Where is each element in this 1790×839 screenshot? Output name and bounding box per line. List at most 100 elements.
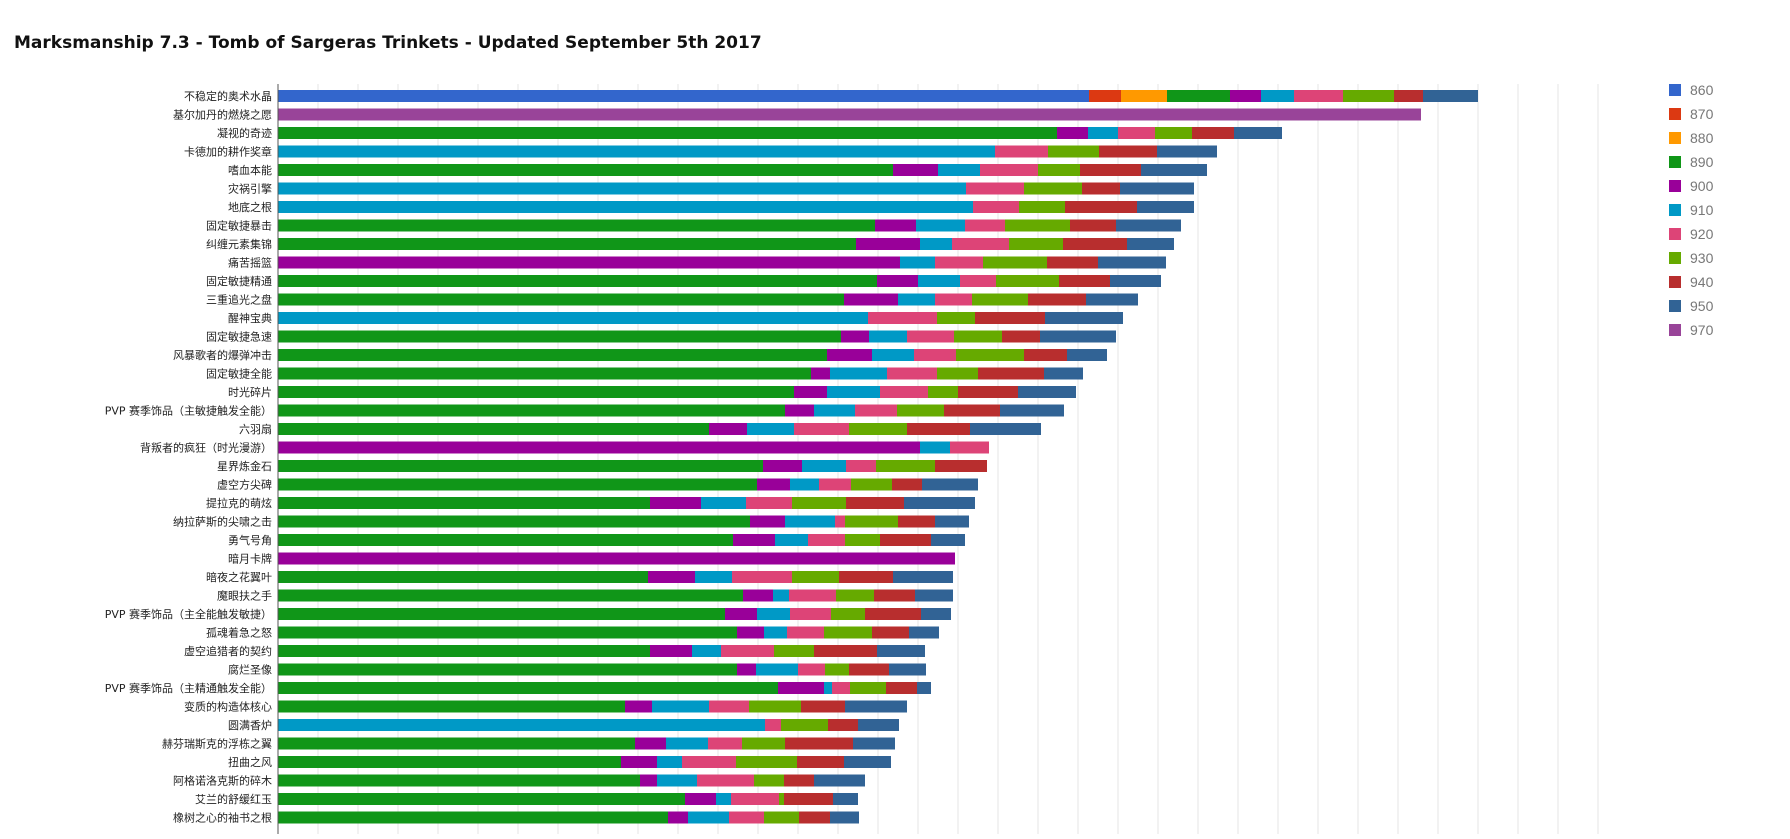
bar-segment-930 (937, 312, 975, 324)
category-label: 暗月卡牌 (228, 552, 272, 566)
bar-segment-900 (1057, 127, 1088, 139)
category-label: PVP 赛季饰品（主敏捷触发全能） (105, 404, 272, 418)
bar-segment-930 (956, 349, 1024, 361)
category-label: 地底之根 (228, 200, 272, 214)
bar-segment-940 (1099, 145, 1157, 158)
bar-segment-920 (808, 534, 845, 546)
bar-segment-920 (952, 238, 1009, 250)
bar-segment-950 (1157, 145, 1217, 158)
bar-segment-920 (721, 645, 774, 657)
legend-label-930: 930 (1690, 250, 1714, 266)
bar-segment-930 (764, 811, 799, 824)
category-label: 艾兰的舒缓红玉 (195, 792, 272, 806)
bar-segment-900 (893, 164, 938, 176)
bar-segment-910 (666, 737, 708, 750)
bar-segment-910 (757, 608, 790, 620)
bar-segment-950 (1000, 404, 1064, 417)
category-labels: 不稳定的奥术水晶基尔加丹的燃烧之愿凝视的奇迹卡德加的耕作奖章嗜血本能灾祸引擎地底… (105, 89, 272, 825)
bar-segment-910 (688, 811, 729, 824)
bar-segment-900 (737, 663, 756, 676)
category-label: 赫芬瑞斯克的浮栋之翼 (162, 737, 272, 751)
bar-segment-890 (278, 589, 743, 602)
bar-segment-920 (697, 774, 754, 787)
bar-segment-890 (278, 386, 794, 398)
bar-segment-900 (811, 367, 830, 380)
bar-segment-910 (814, 404, 855, 417)
bar-segment-910 (657, 756, 682, 768)
category-label: 扭曲之风 (228, 755, 272, 769)
category-label: 背叛者的疯狂（时光漫游） (140, 441, 272, 455)
bar-segment-900 (278, 256, 900, 269)
bar-segment-940 (784, 793, 833, 805)
category-label: 固定敏捷急速 (206, 330, 272, 344)
bar-segment-890 (278, 811, 668, 824)
bar-segment-940 (898, 515, 935, 528)
bar-segment-950 (931, 534, 965, 546)
category-label: 灾祸引擎 (228, 182, 272, 196)
bar-segment-950 (893, 571, 953, 583)
bar-segment-940 (978, 367, 1044, 380)
bar-segment-900 (737, 626, 764, 639)
bar-segment-910 (695, 571, 732, 583)
bar-segment-890 (278, 626, 737, 639)
bar-segment-920 (732, 571, 792, 583)
bar-segment-920 (966, 182, 1024, 195)
bar-segment-910 (657, 774, 697, 787)
bar-segment-920 (880, 386, 928, 398)
bar-segment-920 (960, 275, 996, 287)
bar-segment-890 (278, 497, 650, 509)
bar-segment-940 (1028, 293, 1086, 306)
bar-segment-910 (701, 497, 746, 509)
bar-segment-890 (278, 774, 640, 787)
legend-swatch-930 (1669, 252, 1681, 264)
bar-segment-920 (1294, 90, 1343, 102)
bar-segment-950 (915, 589, 953, 602)
legend-swatch-900 (1669, 180, 1681, 192)
bar-segment-920 (789, 589, 836, 602)
bar-segment-920 (980, 164, 1038, 176)
bar-segment-930 (1155, 127, 1192, 139)
bar-segment-920 (846, 460, 876, 472)
bar-segment-920 (798, 663, 825, 676)
bar-segment-930 (845, 515, 898, 528)
bar-segment-910 (652, 700, 709, 713)
bar-segment-910 (692, 645, 721, 657)
bar-segment-940 (1394, 90, 1423, 102)
bar-segment-910 (920, 238, 952, 250)
bar-segment-930 (1048, 145, 1099, 158)
bar-segment-950 (1137, 201, 1194, 213)
bar-segment-940 (944, 404, 1000, 417)
bar-segment-940 (874, 589, 915, 602)
bar-segment-890 (278, 663, 737, 676)
category-label: 橡树之心的袖书之根 (173, 811, 272, 825)
bar-segment-910 (278, 182, 966, 195)
bar-segment-910 (872, 349, 914, 361)
legend-swatch-880 (1669, 132, 1681, 144)
bar-segment-900 (640, 774, 657, 787)
bar-segment-930 (1343, 90, 1394, 102)
bar-segment-890 (278, 460, 763, 472)
bar-segment-950 (1110, 275, 1161, 287)
legend-label-890: 890 (1690, 154, 1714, 170)
bar-segment-890 (278, 793, 685, 805)
legend-label-870: 870 (1690, 106, 1714, 122)
category-label: 阿格诺洛克斯的碎木 (173, 774, 272, 788)
category-label: 提拉克的萌炫 (206, 496, 272, 510)
bar-segment-910 (278, 719, 765, 731)
bar-segment-940 (1082, 182, 1120, 195)
bar-segment-920 (950, 441, 989, 454)
bar-segment-930 (1024, 182, 1082, 195)
bar-segment-940 (839, 571, 893, 583)
bar-segment-900 (278, 441, 920, 454)
bar-segment-870 (1089, 90, 1121, 102)
bar-segment-910 (278, 312, 868, 324)
category-label: 三重追光之盘 (206, 293, 272, 307)
bar-segment-950 (1045, 312, 1123, 324)
bar-segment-890 (278, 571, 648, 583)
bar-segment-930 (851, 478, 892, 491)
bar-segment-950 (917, 682, 931, 694)
bar-segment-900 (668, 811, 688, 824)
bar-segment-920 (835, 515, 845, 528)
category-label: 嗜血本能 (228, 163, 272, 177)
